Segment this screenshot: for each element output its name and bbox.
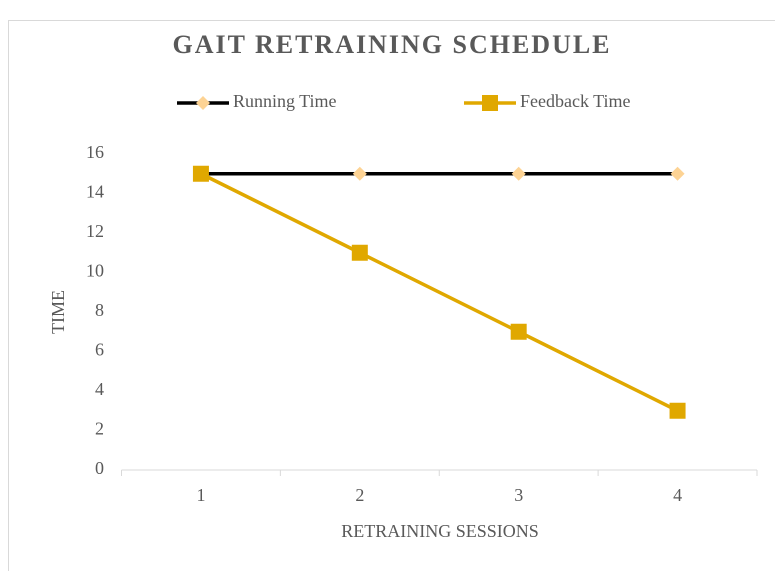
- y-tick-label: 10: [86, 261, 104, 281]
- x-axis-label: RETRAINING SESSIONS: [341, 521, 539, 541]
- point: [192, 165, 209, 182]
- legend-label: Feedback Time: [520, 91, 631, 111]
- chart-title: GAIT RETRAINING SCHEDULE: [172, 30, 611, 59]
- y-tick-label: 14: [86, 182, 104, 202]
- chart-frame: [8, 20, 775, 571]
- y-tick-label: 0: [95, 458, 104, 478]
- point: [670, 166, 685, 181]
- x-tick-label: 2: [355, 485, 364, 505]
- series-line: [200, 172, 679, 413]
- x-tick-label: 1: [196, 485, 205, 505]
- y-tick-label: 4: [95, 379, 104, 399]
- y-tick-label: 2: [95, 419, 104, 439]
- legend-marker: [196, 96, 210, 110]
- point: [510, 323, 527, 340]
- x-tick-label: 4: [673, 485, 682, 505]
- y-tick-label: 8: [95, 300, 104, 320]
- legend-label: Running Time: [233, 91, 337, 111]
- point: [352, 166, 367, 181]
- y-axis-label: TIME: [48, 290, 68, 334]
- point: [511, 166, 526, 181]
- y-tick-label: 16: [86, 142, 104, 162]
- x-tick-label: 3: [514, 485, 523, 505]
- point: [669, 402, 686, 419]
- point: [351, 244, 368, 261]
- legend-marker: [482, 95, 498, 111]
- y-tick-label: 12: [86, 221, 104, 241]
- y-tick-label: 6: [95, 340, 104, 360]
